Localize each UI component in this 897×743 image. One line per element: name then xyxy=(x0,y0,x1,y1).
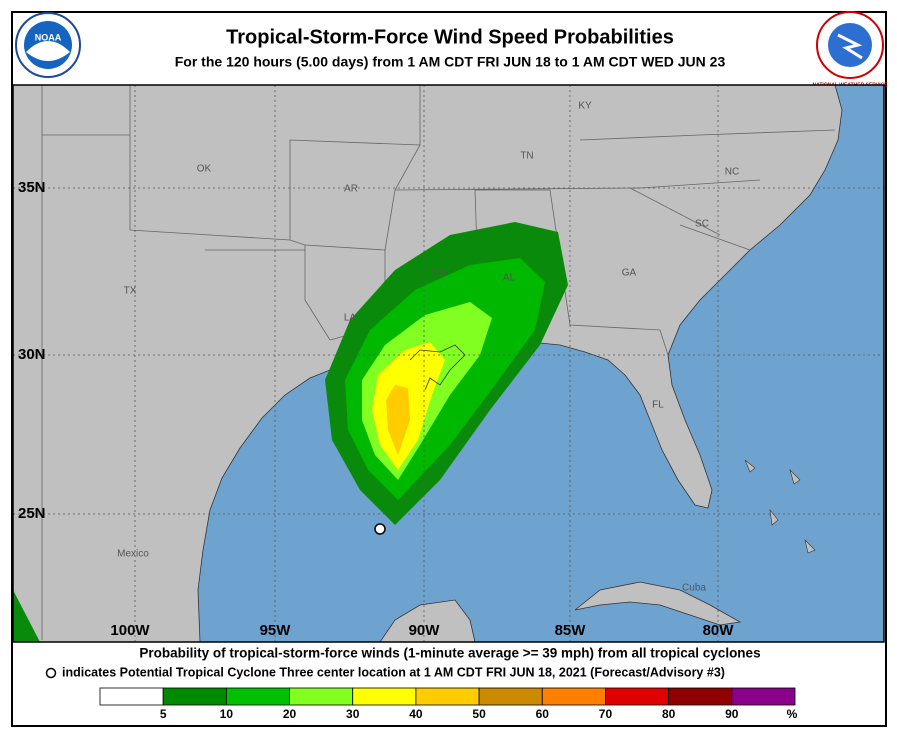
legend-swatch xyxy=(415,687,480,706)
contour-edge xyxy=(13,590,40,642)
place-label: Cuba xyxy=(682,583,706,594)
legend-tick-label: 80 xyxy=(662,707,676,721)
legend-tick-label: 40 xyxy=(409,707,423,721)
subtitle: For the 120 hours (5.00 days) from 1 AM … xyxy=(175,54,726,70)
place-label: SC xyxy=(695,219,709,230)
legend-swatch xyxy=(225,687,290,706)
legend-swatch xyxy=(668,687,733,706)
footer-line2: indicates Potential Tropical Cyclone Thr… xyxy=(62,665,725,679)
place-label: TX xyxy=(124,286,137,297)
lon-label: 90W xyxy=(409,622,441,639)
bahamas xyxy=(744,459,816,554)
legend-tick-label: 50 xyxy=(472,707,486,721)
place-label: Mexico xyxy=(117,549,149,560)
place-label: OK xyxy=(197,164,212,175)
legend-swatch xyxy=(478,687,543,706)
place-label: FL xyxy=(652,400,664,411)
storm-center xyxy=(374,523,386,535)
graticule xyxy=(13,85,884,642)
place-label: NC xyxy=(725,167,739,178)
title: Tropical-Storm-Force Wind Speed Probabil… xyxy=(226,26,674,48)
legend-tick-label: 60 xyxy=(536,707,550,721)
noaa-text: NOAA xyxy=(35,32,62,42)
map: 35N 30N 25N 100W 95W 90W 85W 80W KY TN O… xyxy=(13,85,884,642)
legend-swatch xyxy=(162,687,227,706)
lat-label: 35N xyxy=(18,179,46,196)
legend-swatch xyxy=(99,687,164,706)
noaa-logo: NOAA xyxy=(15,12,81,78)
lon-label: 80W xyxy=(703,622,735,639)
legend-swatch xyxy=(731,687,796,706)
lon-label: 100W xyxy=(110,622,150,639)
place-label: KY xyxy=(578,101,592,112)
legend-tick-label: 20 xyxy=(283,707,297,721)
legend-swatch xyxy=(289,687,354,706)
legend-swatch xyxy=(605,687,670,706)
place-label: MS xyxy=(431,268,446,279)
footer-line1: Probability of tropical-storm-force wind… xyxy=(139,646,760,661)
legend-unit: % xyxy=(787,707,798,721)
lon-label: 85W xyxy=(555,622,587,639)
legend-swatch xyxy=(541,687,606,706)
place-label: LA xyxy=(344,313,357,324)
legend-swatch xyxy=(352,687,417,706)
place-label: TN xyxy=(520,151,533,162)
legend-tick-label: 30 xyxy=(346,707,360,721)
map-frame xyxy=(12,84,885,643)
probability-contours xyxy=(325,222,568,525)
lat-label: 25N xyxy=(18,505,46,522)
place-label: AR xyxy=(344,184,358,195)
yucatan xyxy=(379,599,476,642)
legend-tick-label: 90 xyxy=(725,707,739,721)
center-symbol xyxy=(45,667,57,679)
legend-tick-label: 70 xyxy=(599,707,613,721)
place-label: GA xyxy=(622,268,637,279)
legend: 5 10 20 30 40 50 60 70 80 90% xyxy=(99,687,798,721)
lon-label: 95W xyxy=(260,622,292,639)
legend-tick-label: 10 xyxy=(220,707,234,721)
legend-tick-label: 5 xyxy=(160,707,167,721)
place-label: AL xyxy=(503,273,516,284)
lat-label: 30N xyxy=(18,346,46,363)
cuba xyxy=(574,581,742,626)
